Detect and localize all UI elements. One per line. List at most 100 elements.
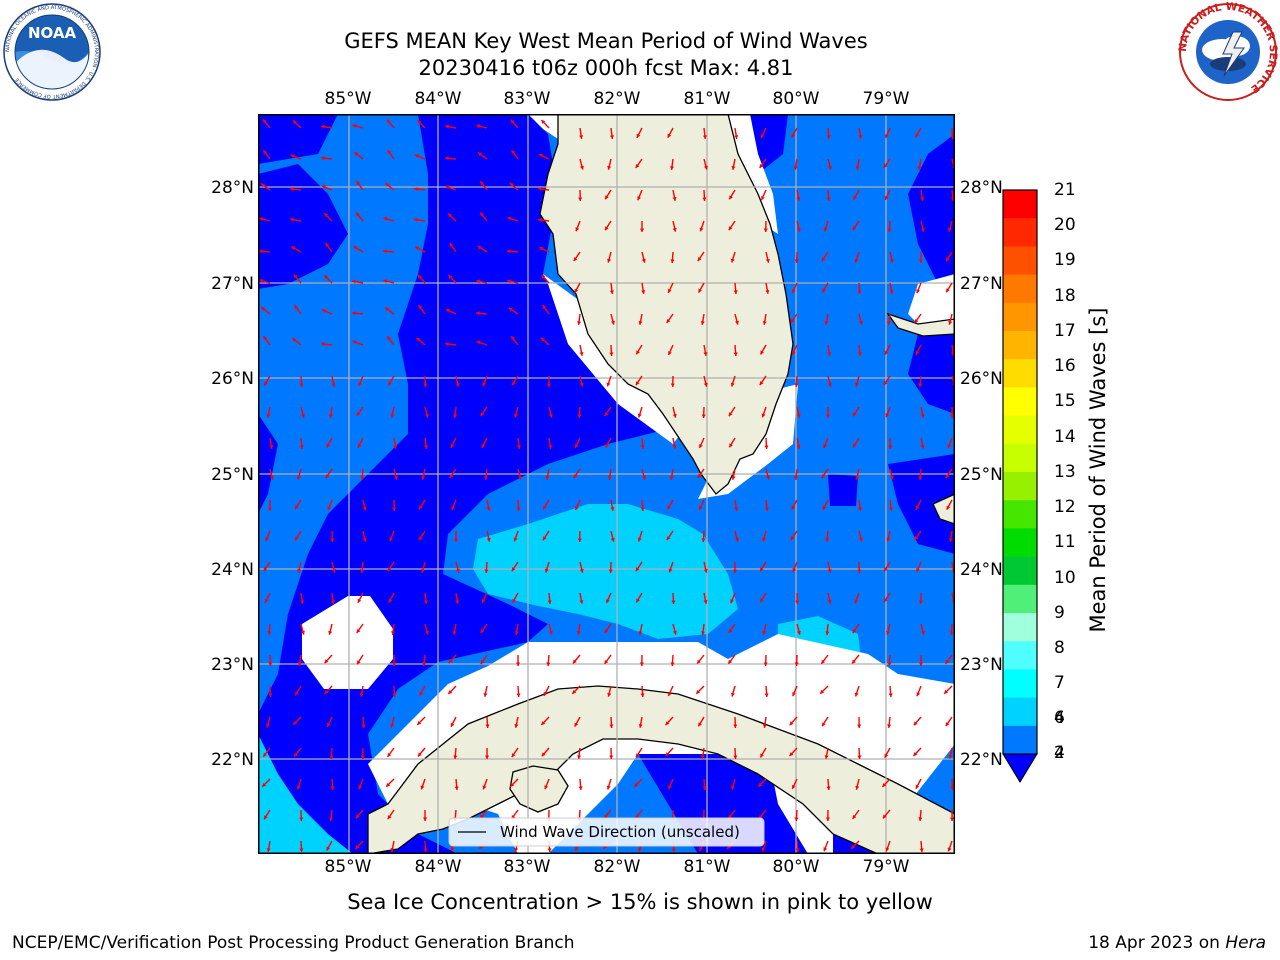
wave-arrow-head	[884, 567, 888, 572]
wave-arrow-head	[548, 413, 553, 418]
wave-arrow-head	[698, 288, 702, 293]
wave-arrow-head	[636, 133, 641, 138]
wave-arrow-head	[362, 538, 367, 542]
wave-arrow-head	[455, 600, 460, 604]
graticule	[258, 114, 955, 854]
wave-arrow-head	[356, 629, 361, 633]
wave-arrow-head	[295, 691, 299, 696]
wave-arrow-head	[578, 786, 583, 790]
colorbar-extend-triangle	[1002, 753, 1038, 783]
footer-date: 18 Apr 2023 on Hera	[1088, 933, 1266, 953]
wave-arrow-head	[609, 290, 614, 294]
wave-arrow-head	[948, 754, 953, 759]
wave-arrow-head	[915, 133, 919, 138]
wave-arrow-head	[946, 505, 951, 510]
wave-arrow-head	[702, 786, 707, 790]
lat-label-left: 22°N	[211, 750, 254, 770]
wave-arrow-head	[794, 383, 799, 387]
plot-subtitle: 20230416 t06z 000h fcst Max: 4.81	[418, 56, 794, 80]
colorbar-tick: 12	[1054, 497, 1076, 517]
wave-arrow-head	[792, 692, 796, 697]
wave-arrow-head	[417, 120, 422, 125]
wave-arrow-head	[327, 506, 332, 511]
colorbar-tick: 4	[1054, 708, 1065, 728]
wave-arrow-head	[576, 631, 581, 635]
wave-arrow-head	[292, 338, 297, 342]
wave-arrow-head	[295, 505, 299, 510]
wave-arrow-head	[915, 350, 920, 355]
wave-arrow-head	[884, 195, 889, 200]
wave-arrow-head	[859, 320, 863, 325]
wave-arrow-head	[484, 569, 489, 573]
wave-arrow-head	[579, 352, 584, 356]
wave-arrow-head	[392, 507, 397, 511]
lat-label-right: 28°N	[960, 178, 1003, 198]
wave-arrow-head	[887, 662, 892, 666]
wave-arrow-head	[383, 279, 388, 284]
wave-arrow-head	[639, 662, 644, 666]
wave-arrow-head	[670, 383, 675, 387]
wave-arrow-head	[390, 413, 395, 418]
wave-arrow-head	[299, 817, 304, 821]
wave-arrow-head	[637, 413, 642, 418]
wave-arrow-head	[762, 537, 766, 542]
wave-arrow-head	[577, 414, 582, 418]
wave-arrow-head	[859, 537, 863, 542]
lon-label-top: 80°W	[772, 89, 820, 109]
wave-arrow-head	[572, 690, 577, 694]
wave-arrow-head	[672, 413, 677, 418]
wave-arrow-head	[352, 340, 357, 345]
wave-arrow-head	[609, 724, 614, 728]
wave-arrow-head	[854, 599, 859, 604]
wave-arrow-head	[791, 505, 796, 510]
colorbar-tick: 11	[1054, 532, 1076, 552]
wave-arrow-head	[415, 246, 420, 251]
sea-ice-caption: Sea Ice Concentration > 15% is shown in …	[347, 890, 933, 914]
wave-arrow-head	[858, 135, 863, 139]
colorbar-bin	[1003, 331, 1037, 360]
wave-arrow-head	[701, 631, 705, 635]
wave-arrow-head	[764, 445, 769, 449]
wave-arrow-head	[387, 150, 392, 155]
wave-arrow-head	[486, 537, 491, 542]
wave-arrow-head	[699, 847, 703, 852]
wave-arrow-head	[703, 600, 708, 604]
wave-arrow-head	[300, 630, 305, 635]
wave-arrow-head	[733, 755, 738, 759]
wave-arrow-head	[950, 414, 955, 418]
wave-arrow-head	[795, 848, 800, 852]
wave-arrow-head	[419, 691, 424, 696]
wave-arrow-head	[393, 445, 398, 449]
wave-arrow-head	[543, 505, 547, 510]
wave-arrow-head	[455, 568, 460, 573]
wave-arrow-head	[794, 817, 799, 821]
lon-label-bottom: 84°W	[414, 857, 462, 877]
wave-arrow-head	[703, 382, 708, 387]
wave-arrow-head	[918, 662, 923, 666]
wave-arrow-head	[796, 445, 801, 449]
wave-arrow-head	[885, 847, 890, 852]
lon-label-top: 79°W	[862, 89, 910, 109]
wave-arrow-head	[950, 135, 955, 139]
colorbar-bin	[1003, 556, 1037, 586]
colorbar-bin	[1003, 641, 1037, 670]
wave-arrow-head	[451, 506, 455, 511]
wave-arrow-head	[423, 600, 428, 604]
wave-arrow-head	[455, 383, 460, 387]
wave-arrow-head	[828, 165, 832, 170]
wave-arrow-head	[574, 443, 579, 448]
wave-arrow-head	[823, 444, 827, 449]
wave-arrow-head	[762, 321, 767, 325]
wave-arrow-head	[418, 305, 423, 309]
wave-arrow-head	[945, 660, 950, 664]
wave-arrow-head	[635, 381, 640, 386]
colorbar-tick: 6	[1054, 708, 1065, 728]
wave-arrow-head	[883, 381, 888, 386]
lon-label-bottom: 80°W	[772, 857, 820, 877]
wave-arrow-head	[393, 475, 398, 480]
wave-arrow-head	[390, 723, 395, 728]
wave-arrow-head	[352, 311, 356, 316]
wave-arrow-head	[546, 662, 551, 666]
wave-arrow-head	[543, 691, 548, 696]
wave-arrow-head	[731, 476, 736, 480]
